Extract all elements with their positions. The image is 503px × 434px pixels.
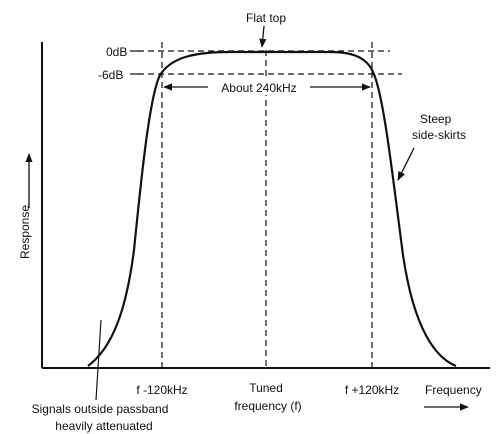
signals-outside-label-line1: Signals outside passband [32, 402, 169, 416]
steep-skirt-pointer [397, 147, 415, 181]
tuned-frequency-label-line1: Tuned [249, 381, 283, 395]
frequency-axis-label: Frequency [425, 383, 482, 397]
bandwidth-label: About 240kHz [221, 81, 296, 95]
flat-top-pointer [259, 25, 267, 48]
steep-skirts-label-line2: side-skirts [412, 128, 466, 142]
flat-top-label: Flat top [246, 11, 286, 25]
minus-six-db-label: -6dB [98, 68, 123, 82]
signals-outside-label-line2: heavily attenuated [55, 419, 152, 433]
tuned-frequency-label-line2: frequency (f) [234, 399, 301, 413]
response-curve [87, 50, 457, 368]
steep-skirts-label-line1: Steep [420, 112, 452, 126]
f-minus-label: f -120kHz [136, 383, 187, 397]
zero-db-label: 0dB [106, 45, 127, 59]
f-plus-label: f +120kHz [345, 383, 399, 397]
attenuation-pointer [95, 319, 102, 401]
response-axis-label: Response [18, 205, 32, 259]
